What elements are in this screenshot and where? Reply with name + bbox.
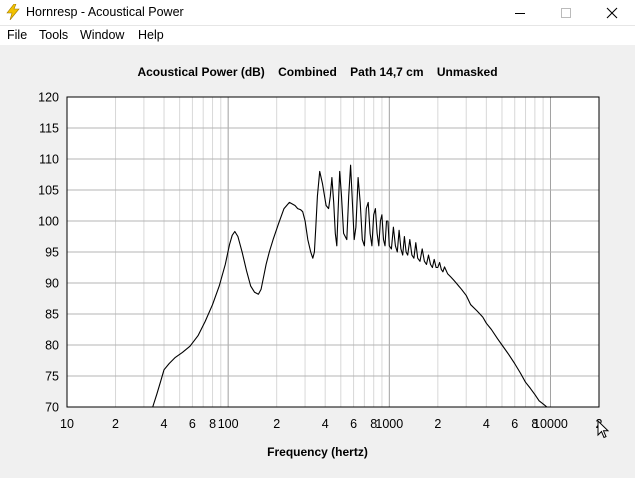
y-tick-label: 95 [45, 246, 59, 260]
chart-title: Acoustical Power (dB) Combined Path 14,7… [137, 65, 498, 79]
y-tick-label: 120 [38, 91, 59, 105]
menu-bar: File Tools Window Help [0, 26, 635, 45]
x-tick-label: 10000 [533, 417, 568, 431]
y-tick-label: 75 [45, 370, 59, 384]
minimize-icon[interactable] [497, 0, 543, 25]
acoustical-power-series-line [152, 164, 548, 407]
close-icon[interactable] [589, 0, 635, 25]
x-tick-label: 10 [60, 417, 74, 431]
x-tick-label: 2 [273, 417, 280, 431]
x-tick-label: 100 [218, 417, 239, 431]
x-axis-label: Frequency (hertz) [267, 445, 368, 459]
x-tick-label: 8 [531, 417, 538, 431]
title-bar: Hornresp - Acoustical Power [0, 0, 635, 26]
menu-window[interactable]: Window [80, 28, 125, 42]
maximize-icon[interactable] [543, 0, 589, 25]
y-tick-label: 90 [45, 277, 59, 291]
menu-file[interactable]: File [7, 28, 28, 42]
x-tick-label: 4 [483, 417, 490, 431]
y-tick-label: 85 [45, 308, 59, 322]
x-tick-label: 6 [511, 417, 518, 431]
x-tick-label: 4 [322, 417, 329, 431]
x-tick-label: 8 [209, 417, 216, 431]
y-tick-label: 115 [39, 122, 59, 136]
menu-help[interactable]: Help [138, 28, 164, 42]
x-tick-label: 4 [161, 417, 168, 431]
x-tick-label: 1000 [375, 417, 403, 431]
x-tick-label: 2 [112, 417, 119, 431]
x-tick-label: 6 [350, 417, 357, 431]
y-tick-label: 80 [45, 339, 59, 353]
y-tick-label: 70 [45, 401, 59, 415]
x-tick-label: 2 [434, 417, 441, 431]
y-tick-label: 100 [38, 215, 59, 229]
window-title: Hornresp - Acoustical Power [26, 5, 184, 19]
lightning-bolt-icon [6, 3, 20, 21]
mouse-cursor-icon [597, 419, 611, 445]
y-tick-label: 110 [39, 153, 59, 167]
y-tick-label: 105 [38, 184, 59, 198]
menu-tools[interactable]: Tools [39, 28, 69, 42]
x-tick-label: 6 [189, 417, 196, 431]
x-tick-label: 8 [370, 417, 377, 431]
plot-border [66, 96, 600, 408]
